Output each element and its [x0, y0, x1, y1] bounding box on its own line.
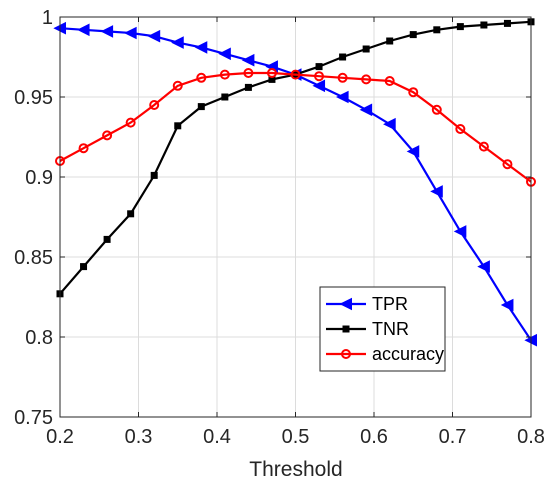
y-tick-label: 0.85 [14, 247, 53, 269]
tpr-point [477, 260, 490, 273]
tpr-point [453, 225, 467, 238]
tnr-point [80, 263, 88, 271]
accuracy-point [219, 69, 230, 80]
tnr-point [456, 23, 464, 31]
y-tick-label: 1 [42, 7, 53, 29]
accuracy-point [478, 141, 489, 152]
accuracy-point [125, 117, 136, 128]
x-axis-title: Threshold [249, 458, 342, 481]
accuracy-point [290, 69, 301, 80]
tnr-point [480, 21, 488, 29]
accuracy-point [149, 100, 160, 110]
axis-ticks: 0.2 0.3 0.4 0.5 0.6 0.7 0.8 0.75 0.8 0.85 0.9 0.95 1 [14, 7, 545, 448]
y-tick-label: 0.95 [14, 87, 53, 109]
tpr-point [359, 103, 373, 117]
legend-label-tpr: TPR [372, 294, 408, 314]
tnr-point [409, 31, 417, 39]
legend: TPR TNR accuracy [319, 286, 446, 372]
accuracy-point [337, 72, 348, 83]
legend-marker-accuracy [341, 349, 351, 359]
tnr-point [503, 19, 511, 27]
tpr-point [76, 23, 90, 37]
y-tick-label: 0.75 [14, 407, 53, 429]
accuracy-point [361, 74, 372, 85]
tnr-point [244, 83, 252, 91]
tnr-point [339, 53, 347, 61]
accuracy-point [78, 143, 89, 154]
tpr-point [500, 298, 514, 312]
x-tick-label: 0.8 [517, 426, 545, 448]
tpr-point [147, 29, 161, 43]
tpr-point [194, 41, 208, 54]
tpr-point [430, 185, 443, 198]
tnr-point [127, 210, 135, 218]
y-tick-label: 0.9 [25, 167, 53, 189]
x-tick-label: 0.6 [360, 426, 388, 448]
tpr-point [171, 36, 184, 49]
accuracy-point [314, 71, 325, 82]
tpr-point [406, 145, 420, 158]
legend-label-accuracy: accuracy [372, 344, 444, 364]
tnr-point [386, 37, 394, 45]
accuracy-point [408, 87, 419, 98]
x-tick-label: 0.3 [125, 426, 153, 448]
tpr-point [218, 47, 231, 61]
tpr-point [383, 117, 396, 131]
tnr-point [197, 103, 205, 111]
legend-label-tnr: TNR [372, 319, 409, 339]
accuracy-point [266, 68, 277, 78]
accuracy-point [455, 124, 466, 134]
tnr-point [268, 75, 276, 83]
tpr-point [312, 79, 326, 93]
tpr-point [241, 53, 255, 67]
tnr-point [362, 45, 370, 53]
accuracy-point [431, 104, 442, 115]
tpr-point [124, 26, 137, 40]
accuracy-point [243, 68, 254, 78]
tpr-point [335, 90, 349, 104]
tpr-point [100, 25, 114, 38]
x-tick-label: 0.5 [282, 426, 310, 448]
y-tick-label: 0.8 [25, 327, 53, 349]
series-accuracy [55, 68, 536, 187]
tnr-point [103, 235, 111, 243]
legend-marker-tnr [342, 325, 350, 333]
x-tick-label: 0.2 [46, 426, 74, 448]
accuracy-point [196, 72, 207, 83]
tnr-point [221, 93, 229, 101]
accuracy-point [502, 159, 513, 170]
x-tick-label: 0.4 [203, 426, 231, 448]
accuracy-point [102, 130, 113, 141]
accuracy-line [59, 71, 532, 183]
accuracy-point [172, 80, 183, 91]
accuracy-point [384, 76, 395, 86]
tnr-point [174, 122, 182, 130]
legend-marker-tpr [339, 297, 352, 311]
tnr-point [433, 26, 441, 34]
tnr-point [315, 63, 323, 71]
x-tick-label: 0.7 [439, 426, 467, 448]
tnr-point [150, 171, 158, 179]
